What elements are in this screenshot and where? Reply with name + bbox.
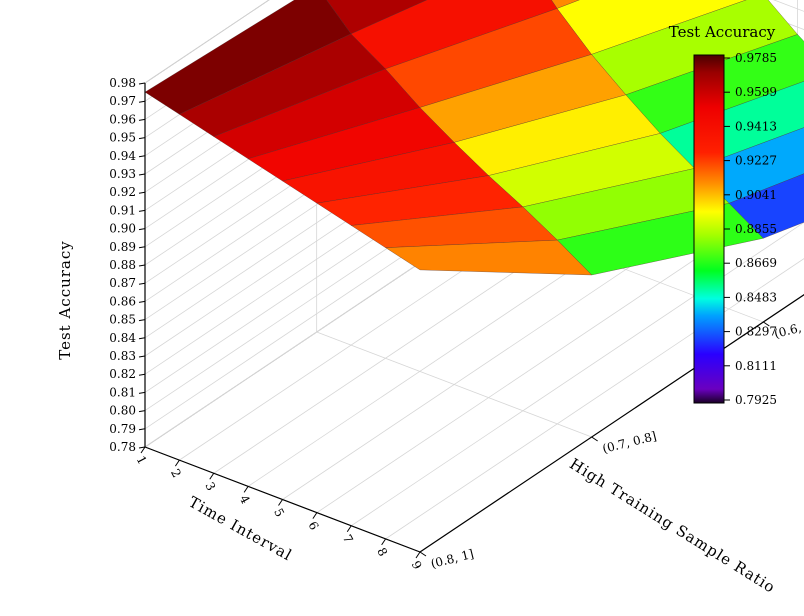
tick-mark	[138, 300, 146, 303]
x-tick-label: 9	[409, 558, 425, 571]
tick-mark	[138, 355, 146, 358]
y-tick-label: (0.6, 0.7]	[773, 314, 804, 341]
x-tick-label: 8	[374, 545, 390, 558]
colorbar-label: 0.9041	[735, 188, 777, 202]
z-tick-label: 0.79	[109, 422, 136, 436]
tick-mark	[138, 100, 146, 103]
tick-mark	[209, 472, 215, 480]
tick-mark	[138, 319, 146, 322]
z-tick-label: 0.92	[109, 185, 136, 199]
x-tick-label: 7	[340, 532, 356, 545]
z-tick-label: 0.91	[109, 203, 136, 217]
x-tick-label: 1	[134, 453, 150, 466]
x-tick-label: 5	[271, 506, 287, 519]
tick-mark	[138, 82, 146, 85]
z-tick-label: 0.97	[109, 94, 136, 108]
surface-patch	[384, 239, 593, 276]
grid-line	[351, 221, 804, 527]
z-axis-title: Test Accuracy	[56, 240, 74, 360]
z-tick-label: 0.78	[109, 440, 136, 454]
tick-mark	[138, 118, 146, 121]
y-axis-title: High Training Sample Ratio	[566, 455, 778, 597]
tick-mark	[312, 512, 318, 519]
tick-mark	[138, 246, 146, 249]
z-tick-label: 0.87	[109, 276, 136, 290]
grid-line	[316, 331, 592, 438]
colorbar-label: 0.7925	[735, 393, 777, 407]
colorbar-label: 0.9599	[735, 85, 777, 99]
colorbar-label: 0.9413	[735, 119, 777, 133]
z-tick-label: 0.81	[109, 385, 136, 399]
tick-mark	[138, 264, 146, 267]
z-tick-label: 0.94	[109, 149, 136, 163]
z-tick-label: 0.84	[109, 331, 136, 345]
colorbar: Test Accuracy 0.9785 0.9599 0.9413 0.9227 0.…	[669, 23, 777, 407]
z-tick-label: 0.96	[109, 112, 136, 126]
y-tick-label: (0.7, 0.8]	[601, 429, 658, 456]
tick-mark	[138, 373, 146, 376]
tick-mark	[138, 428, 146, 431]
z-tick-label: 0.82	[109, 367, 136, 381]
tick-mark	[381, 538, 387, 546]
colorbar-gradient	[693, 54, 725, 404]
surface-patch	[551, 0, 580, 9]
colorbar-label: 0.8669	[735, 256, 777, 270]
colorbar-label: 0.9227	[735, 154, 777, 168]
z-tick-label: 0.88	[109, 258, 136, 272]
z-tick-label: 0.89	[109, 240, 136, 254]
tick-mark	[138, 282, 146, 285]
colorbar-label: 0.8483	[735, 290, 777, 304]
grid-line	[144, 0, 270, 84]
tick-mark	[174, 459, 180, 467]
z-tick-label: 0.83	[109, 349, 136, 363]
colorbar-label: 0.8111	[735, 359, 777, 373]
z-tick-label: 0.90	[109, 222, 136, 236]
tick-mark	[138, 446, 146, 449]
tick-mark	[138, 391, 146, 394]
tick-mark	[346, 525, 352, 533]
tick-mark	[138, 173, 146, 176]
tick-mark	[138, 228, 146, 231]
tick-mark	[591, 436, 598, 442]
x-tick-label: 2	[168, 467, 184, 480]
tick-mark	[140, 446, 146, 454]
tick-mark	[763, 321, 770, 327]
tick-mark	[138, 209, 146, 212]
colorbar-label: 0.9785	[735, 51, 777, 65]
x-tick-label: 3	[202, 480, 218, 493]
y-tick-label: (0.8, 1]	[429, 547, 475, 571]
z-tick-label: 0.85	[109, 313, 136, 327]
y-axis-line	[419, 294, 804, 553]
grid-line	[385, 258, 804, 540]
z-tick-label: 0.95	[109, 131, 136, 145]
tick-mark	[419, 551, 427, 557]
x-tick-label: 4	[237, 493, 253, 507]
tick-mark	[138, 337, 146, 340]
colorbar-title: Test Accuracy	[669, 23, 776, 41]
tick-mark	[138, 410, 146, 413]
tick-mark	[138, 137, 146, 140]
colorbar-label: 0.8855	[735, 222, 777, 236]
x-tick-label: 6	[305, 519, 321, 532]
z-tick-label: 0.86	[109, 294, 136, 308]
tick-mark	[278, 499, 283, 506]
z-tick-label: 0.98	[109, 76, 136, 90]
tick-mark	[138, 191, 146, 194]
z-tick-label: 0.93	[109, 167, 136, 181]
tick-mark	[138, 155, 146, 158]
z-tick-label: 0.80	[109, 404, 136, 418]
tick-mark	[243, 486, 249, 493]
tick-mark	[415, 551, 421, 559]
colorbar-label: 0.8297	[735, 325, 777, 339]
